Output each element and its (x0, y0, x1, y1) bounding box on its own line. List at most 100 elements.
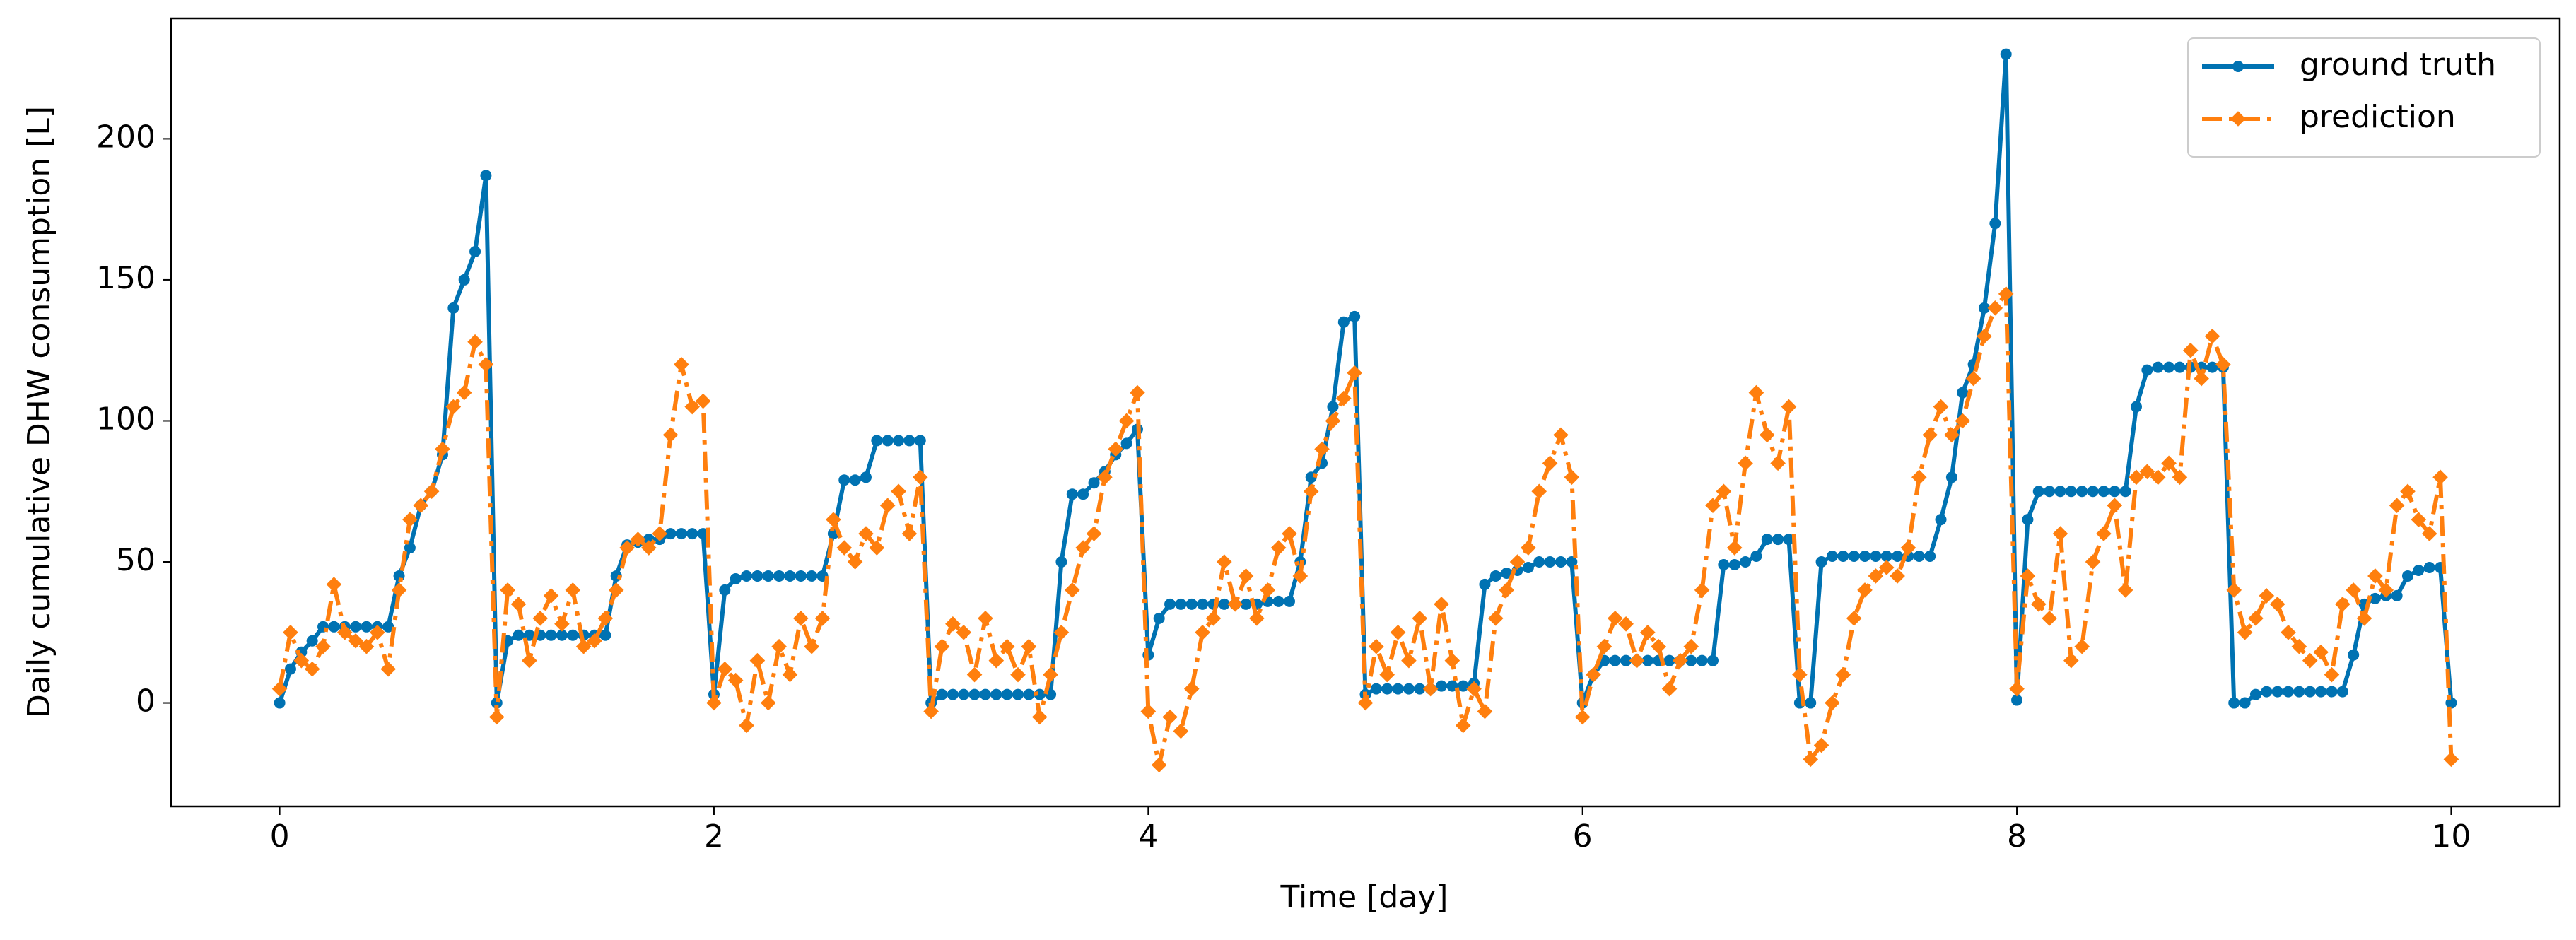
y-tick-label: 100 (96, 401, 156, 437)
marker (1173, 723, 1189, 739)
x-tick-label: 4 (1138, 818, 1158, 854)
marker (532, 611, 549, 626)
marker (1521, 540, 1536, 556)
y-axis-label: Daily cumulative DHW consumption [L] (21, 106, 57, 718)
marker (1944, 427, 1960, 443)
marker (1303, 483, 1319, 500)
marker (2336, 686, 2348, 698)
marker (2215, 356, 2231, 372)
marker (988, 652, 1005, 669)
marker (2239, 697, 2251, 709)
marker (782, 666, 798, 683)
marker (771, 638, 787, 654)
marker (2032, 486, 2044, 498)
marker (1651, 638, 1666, 654)
marker (445, 399, 462, 415)
marker (1661, 681, 1678, 697)
marker (849, 474, 861, 486)
marker (2237, 624, 2253, 640)
marker (1260, 582, 1276, 598)
marker (652, 526, 667, 541)
marker (2432, 469, 2448, 486)
marker (1859, 551, 1871, 563)
marker (2087, 486, 2099, 498)
marker (380, 661, 396, 677)
marker (1162, 709, 1178, 725)
marker (1140, 703, 1157, 719)
marker (1998, 286, 2014, 302)
marker (1750, 551, 1762, 563)
marker (879, 498, 896, 513)
marker (2313, 644, 2329, 660)
marker (1488, 611, 1504, 626)
marker (315, 638, 331, 654)
marker (1501, 567, 1513, 579)
marker (1390, 624, 1406, 640)
marker (1012, 688, 1024, 700)
marker (1846, 611, 1862, 626)
marker (806, 570, 818, 582)
marker (1118, 413, 1135, 429)
marker (1803, 751, 1819, 768)
marker (730, 572, 742, 584)
marker (2096, 526, 2112, 541)
marker (1153, 612, 1165, 624)
marker (1783, 534, 1795, 546)
marker (836, 540, 853, 556)
marker (293, 652, 310, 669)
marker (956, 624, 972, 640)
marker (456, 384, 472, 401)
marker (2065, 486, 2077, 498)
marker (2271, 686, 2283, 698)
marker (1531, 483, 1547, 500)
marker (1718, 558, 1730, 570)
marker (1272, 595, 1284, 607)
marker (2367, 568, 2383, 584)
marker (1837, 551, 1849, 563)
marker (947, 688, 959, 700)
marker (1444, 652, 1460, 669)
marker (1805, 697, 1817, 709)
marker (2401, 570, 2413, 582)
marker (684, 399, 701, 415)
marker (587, 633, 602, 649)
marker (336, 624, 353, 640)
marker (1878, 560, 1895, 575)
marker (1620, 654, 1632, 666)
marker (2346, 582, 2361, 598)
marker (370, 624, 385, 640)
marker (2117, 582, 2133, 598)
x-tick-label: 2 (704, 818, 724, 854)
marker (1197, 598, 1209, 610)
marker (1283, 595, 1295, 607)
marker (1185, 598, 1198, 610)
legend-label: prediction (2300, 99, 2456, 135)
marker (903, 435, 915, 447)
marker (2161, 455, 2177, 471)
marker (565, 582, 581, 598)
marker (1716, 483, 1732, 500)
marker (2259, 588, 2275, 604)
marker (2063, 652, 2079, 669)
marker (2348, 649, 2360, 661)
marker (1880, 551, 1892, 563)
marker (1509, 554, 1526, 570)
marker (1955, 413, 1971, 429)
marker (619, 540, 635, 556)
marker (1696, 654, 1708, 666)
marker (1489, 570, 1501, 582)
marker (966, 666, 983, 683)
marker (739, 717, 754, 734)
marker (1412, 611, 1428, 626)
marker (2293, 686, 2305, 698)
marker (1240, 598, 1252, 610)
plot-frame (170, 17, 2561, 808)
marker (2400, 483, 2416, 500)
y-tick-label: 150 (96, 260, 156, 296)
marker (1848, 551, 1860, 563)
marker (665, 528, 677, 540)
marker (2283, 686, 2295, 698)
marker (1728, 558, 1740, 570)
marker (793, 611, 809, 626)
